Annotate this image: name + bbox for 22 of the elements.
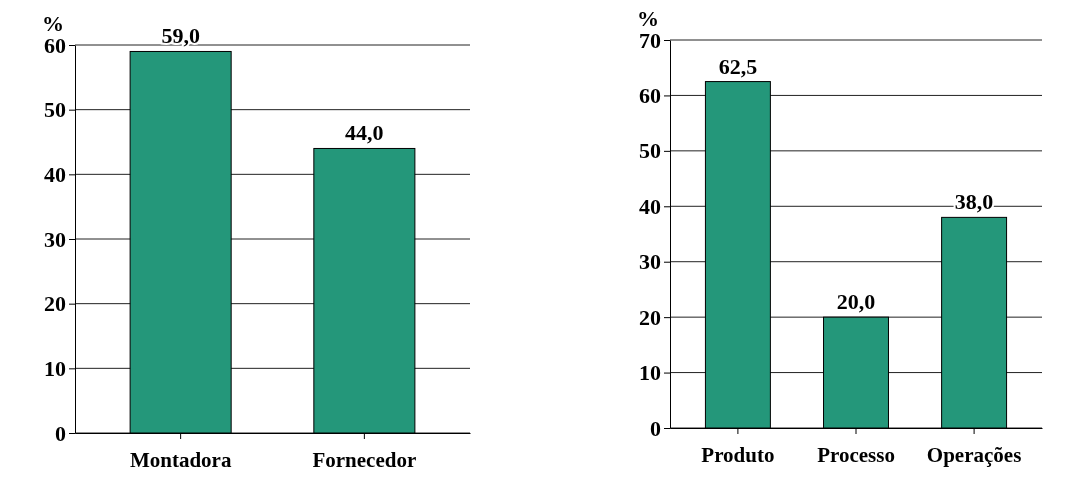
y-tick-label: 20 bbox=[639, 304, 661, 330]
x-tick-label: Produto bbox=[701, 443, 775, 468]
data-label: 44,0 bbox=[345, 120, 384, 146]
y-tick-label: 20 bbox=[44, 291, 66, 317]
y-tick-label: 40 bbox=[639, 193, 661, 219]
data-label: 59,0 bbox=[161, 23, 200, 49]
x-tick-label: Fornecedor bbox=[312, 448, 417, 473]
data-label: 62,5 bbox=[718, 53, 758, 79]
y-tick-label: 50 bbox=[44, 97, 66, 123]
x-tick-label: Montadora bbox=[129, 448, 232, 473]
x-tick-label: Processo bbox=[817, 443, 895, 468]
y-tick-label: 40 bbox=[44, 161, 66, 187]
y-tick-label: 10 bbox=[639, 360, 661, 386]
data-label: 20,0 bbox=[836, 289, 876, 315]
y-tick-label: 0 bbox=[55, 420, 66, 446]
y-tick-label: 50 bbox=[639, 138, 661, 164]
y-tick-label: 10 bbox=[44, 355, 66, 381]
y-tick-label: 30 bbox=[44, 226, 66, 252]
y-tick-label: 60 bbox=[639, 82, 661, 108]
y-tick-label: 30 bbox=[639, 249, 661, 275]
y-tick-label: 0 bbox=[650, 415, 661, 441]
x-tick-label: Operações bbox=[926, 443, 1022, 468]
